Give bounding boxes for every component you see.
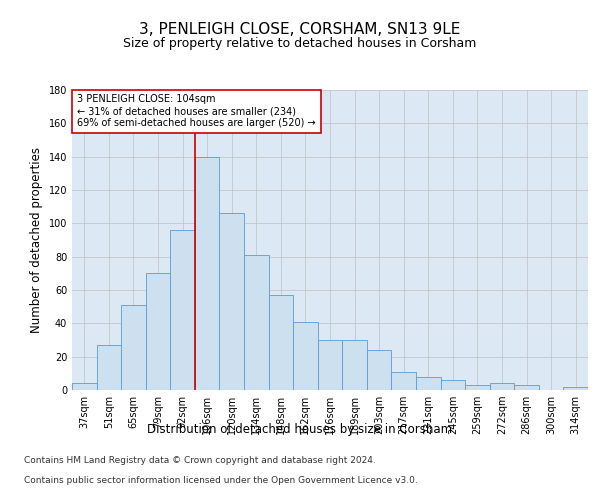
Bar <box>72 384 97 390</box>
Bar <box>244 255 269 390</box>
Text: 3, PENLEIGH CLOSE, CORSHAM, SN13 9LE: 3, PENLEIGH CLOSE, CORSHAM, SN13 9LE <box>139 22 461 38</box>
Bar <box>367 350 391 390</box>
Bar <box>563 386 588 390</box>
Text: 3 PENLEIGH CLOSE: 104sqm
← 31% of detached houses are smaller (234)
69% of semi-: 3 PENLEIGH CLOSE: 104sqm ← 31% of detach… <box>77 94 316 128</box>
Bar <box>391 372 416 390</box>
Text: Contains HM Land Registry data © Crown copyright and database right 2024.: Contains HM Land Registry data © Crown c… <box>24 456 376 465</box>
Bar <box>121 305 146 390</box>
Bar <box>195 156 220 390</box>
Bar <box>342 340 367 390</box>
Bar <box>269 295 293 390</box>
Bar <box>97 345 121 390</box>
Bar <box>416 376 440 390</box>
Text: Size of property relative to detached houses in Corsham: Size of property relative to detached ho… <box>124 38 476 51</box>
Text: Contains public sector information licensed under the Open Government Licence v3: Contains public sector information licen… <box>24 476 418 485</box>
Bar <box>514 385 539 390</box>
Bar <box>465 385 490 390</box>
Text: Distribution of detached houses by size in Corsham: Distribution of detached houses by size … <box>148 422 452 436</box>
Bar <box>170 230 195 390</box>
Bar <box>440 380 465 390</box>
Bar <box>490 384 514 390</box>
Bar <box>220 214 244 390</box>
Bar <box>293 322 318 390</box>
Y-axis label: Number of detached properties: Number of detached properties <box>30 147 43 333</box>
Bar <box>318 340 342 390</box>
Bar <box>146 274 170 390</box>
